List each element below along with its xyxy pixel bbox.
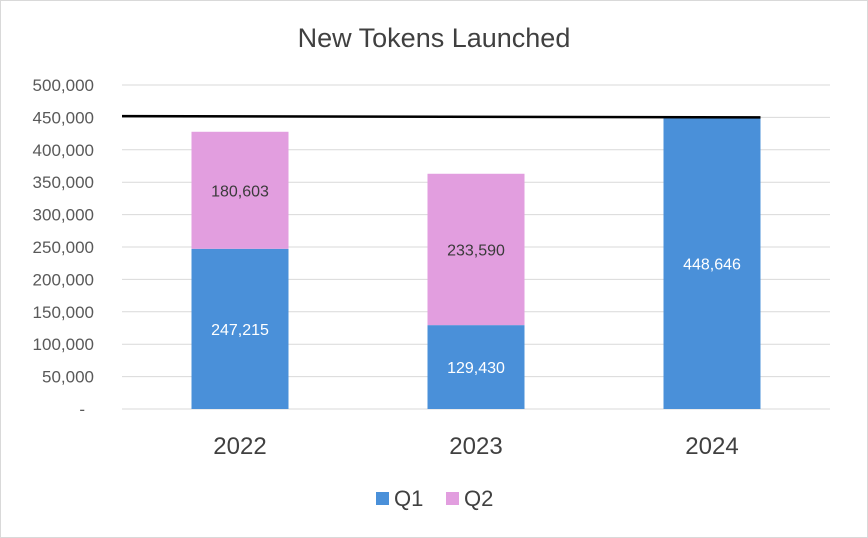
data-label: 233,590 xyxy=(447,242,505,259)
legend: Q1 Q2 xyxy=(376,486,493,511)
bar-q1 xyxy=(191,248,289,409)
data-label: 247,215 xyxy=(211,322,269,339)
data-label: 448,646 xyxy=(683,257,741,274)
data-label: 180,603 xyxy=(211,183,269,200)
bar-q2 xyxy=(427,173,525,326)
x-tick-label: 2024 xyxy=(685,433,738,460)
bars: 247,215 180,603 129,430 233,590 448,646 xyxy=(191,118,761,409)
reference-line xyxy=(121,114,761,119)
legend-label-q2: Q2 xyxy=(464,486,493,511)
bar-q2 xyxy=(191,131,289,249)
legend-swatch-q2 xyxy=(446,492,459,505)
y-tick-label: 350,000 xyxy=(33,173,94,192)
bar-q1 xyxy=(427,325,525,409)
y-tick-label: 500,000 xyxy=(33,76,94,95)
y-tick-label: 450,000 xyxy=(33,108,94,127)
chart-title: New Tokens Launched xyxy=(298,23,571,53)
legend-swatch-q1 xyxy=(376,492,389,505)
legend-label-q1: Q1 xyxy=(394,486,423,511)
y-tick-label: 250,000 xyxy=(33,238,94,257)
x-tick-label: 2022 xyxy=(213,433,266,460)
data-label: 129,430 xyxy=(447,360,505,377)
y-tick-label: 200,000 xyxy=(33,270,94,289)
reference-line-group xyxy=(121,114,761,119)
x-axis: 2022 2023 2024 xyxy=(213,433,738,460)
bar-q1 xyxy=(663,118,761,409)
y-tick-label: 100,000 xyxy=(33,335,94,354)
y-tick-label: 150,000 xyxy=(33,303,94,322)
y-tick-label: 400,000 xyxy=(33,141,94,160)
x-tick-label: 2023 xyxy=(449,433,502,460)
y-tick-label: 300,000 xyxy=(33,206,94,225)
y-axis: - 50,000 100,000 150,000 200,000 250,000 300,0… xyxy=(33,76,94,419)
y-tick-label: - xyxy=(79,400,85,419)
y-tick-label: 50,000 xyxy=(42,368,94,387)
